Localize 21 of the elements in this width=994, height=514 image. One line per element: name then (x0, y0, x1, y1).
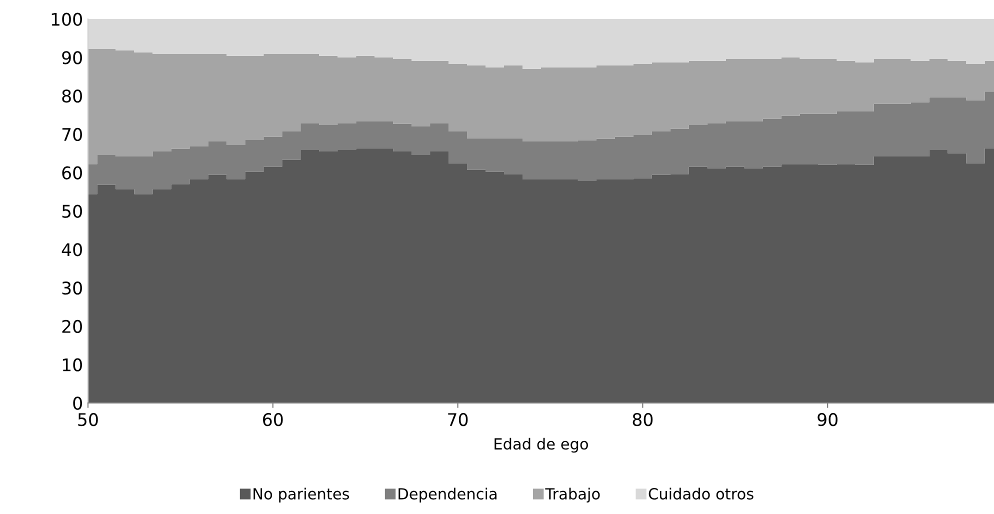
x-tick-label: 50 (78, 413, 98, 426)
x-axis-title: Edad de ego (494, 438, 588, 453)
legend-label: Cuidado otros (648, 488, 754, 500)
y-tick-label: 100 (52, 12, 82, 26)
y-tick-label: 40 (62, 243, 82, 256)
y-tick-label: 90 (62, 51, 82, 64)
y-tick-label: 0 (73, 396, 82, 410)
x-tick-label: 90 (818, 413, 838, 426)
y-tick-label: 80 (62, 90, 82, 103)
legend-label: No parientes (254, 488, 350, 503)
x-tick-label: 80 (632, 413, 653, 426)
legend-label: Dependencia (398, 488, 496, 503)
legend-label: Trabajo (545, 488, 600, 503)
y-tick-label: 50 (62, 204, 82, 218)
y-tick-label: 10 (62, 358, 82, 372)
x-tick-label: 60 (263, 413, 283, 426)
y-tick-label: 30 (62, 282, 82, 295)
y-tick-label: 60 (62, 166, 82, 180)
y-tick-label: 70 (62, 128, 82, 142)
x-tick-label: 70 (448, 413, 468, 426)
y-tick-label: 20 (62, 320, 82, 334)
